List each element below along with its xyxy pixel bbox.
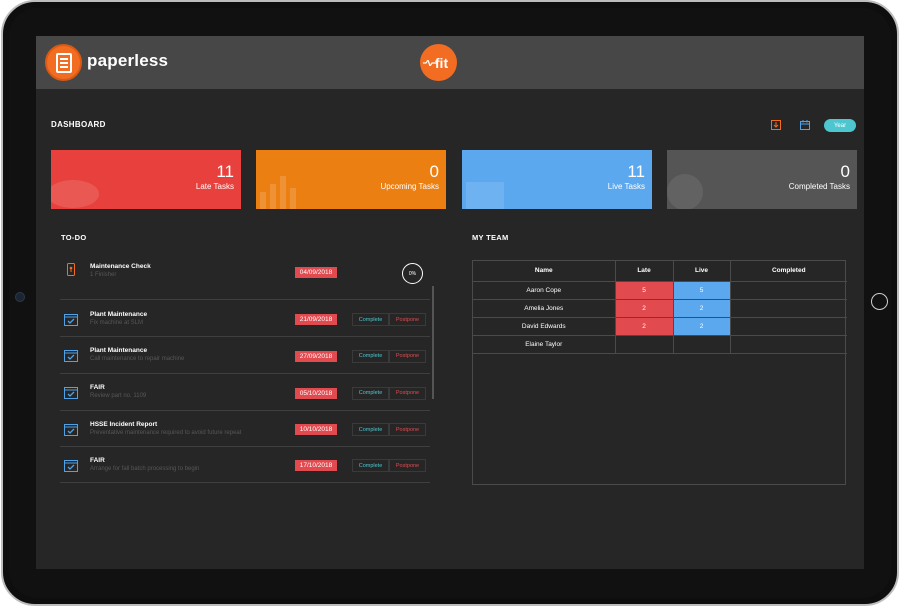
todo-item-title: FAIR [90,457,105,464]
page-title: DASHBOARD [51,120,106,129]
calendar-check-icon [64,387,78,399]
todo-item[interactable]: Plant Maintenance Call maintenance to rep… [60,337,430,374]
column-header-name[interactable]: Name [473,261,616,282]
complete-button[interactable]: Complete [352,386,389,400]
team-cell-name: David Edwards [473,317,616,336]
column-header-completed[interactable]: Completed [730,261,847,282]
team-cell-late: 2 [615,317,674,336]
table-row[interactable]: David Edwards 2 2 [473,317,847,336]
team-table-panel: Name Late Live Completed Aaron Cope 5 5 Amelia… [472,260,847,485]
fit-logo-text: fit [434,54,449,71]
team-cell-late: 2 [615,299,674,318]
calendar-check-icon [64,460,78,472]
calendar-check-icon [64,424,78,436]
column-header-live[interactable]: Live [673,261,731,282]
due-date-badge: 17/10/2018 [295,460,337,471]
calendar-icon[interactable] [799,119,811,131]
due-date-badge: 27/09/2018 [295,350,337,362]
table-row[interactable]: Amelia Jones 2 2 [473,299,847,318]
todo-item-title: HSSE Incident Report [90,421,158,428]
todo-item-subtitle: 1 Finisher [90,272,117,278]
card-label: Late Tasks [195,182,234,191]
postpone-button[interactable]: Postpone [389,459,426,472]
complete-button[interactable]: Complete [352,459,389,472]
card-completed-tasks[interactable]: 0 Completed Tasks [667,150,857,209]
card-label: Completed Tasks [788,182,850,191]
brand-name: paperless [87,51,169,70]
complete-button[interactable]: Complete [352,423,389,436]
table-row[interactable]: Elaine Taylor [473,335,847,354]
todo-item-title: Plant Maintenance [90,311,148,318]
card-live-tasks[interactable]: 11 Live Tasks [462,150,652,209]
team-cell-name: Amelia Jones [473,299,616,318]
card-label: Upcoming Tasks [380,182,439,191]
top-bar: paperless fit [36,36,864,89]
complete-button[interactable]: Complete [352,349,389,363]
calendar-check-icon [64,350,78,362]
column-header-late[interactable]: Late [615,261,674,282]
todo-item-subtitle: Review part no. 1109 [90,393,147,399]
todo-item-subtitle: Call maintenance to repair machine [90,356,185,362]
mobile-task-icon [67,263,75,276]
card-upcoming-tasks[interactable]: 0 Upcoming Tasks [256,150,446,209]
todo-item-title: FAIR [90,384,105,391]
todo-item[interactable]: FAIR Arrange for fall batch processing to… [60,447,430,483]
todo-item[interactable]: HSSE Incident Report Preventative mainten… [60,411,430,447]
progress-ring: 0% [402,263,423,284]
paperless-logo-icon[interactable] [45,44,82,81]
camera-icon [15,292,25,302]
team-cell-completed [730,299,847,318]
team-cell-late: 5 [615,281,674,300]
todo-item[interactable]: Plant Maintenance Fix machine at SLM 21/09… [60,301,430,337]
fit-logo-icon: fit [420,44,457,81]
todo-item-title: Maintenance Check [90,263,151,270]
todo-item-subtitle: Arrange for fall batch processing to beg… [90,466,200,472]
home-button[interactable] [871,293,888,310]
team-cell-late [615,335,674,354]
team-cell-completed [730,335,847,354]
card-value: 11 [216,162,234,181]
todo-title: TO-DO [61,233,87,242]
todo-item[interactable]: FAIR Review part no. 1109 05/10/2018 Comple… [60,374,430,411]
team-title: MY TEAM [472,233,509,242]
todo-scrollbar[interactable] [432,286,434,399]
team-cell-live: 2 [673,299,731,318]
todo-item-title: Plant Maintenance [90,347,148,354]
calendar-check-icon [64,314,78,326]
todo-item-subtitle: Fix machine at SLM [90,320,144,326]
complete-button[interactable]: Complete [352,313,389,326]
download-icon[interactable] [770,119,782,131]
postpone-button[interactable]: Postpone [389,423,426,436]
card-late-tasks[interactable]: 11 Late Tasks [51,150,241,209]
team-cell-completed [730,281,847,300]
team-cell-completed [730,317,847,336]
card-value: 11 [627,162,645,181]
app-screen: paperless fit DASHBOARD Year 11 Late Task… [36,36,864,569]
card-value: 0 [840,162,850,181]
postpone-button[interactable]: Postpone [389,313,426,326]
due-date-badge: 05/10/2018 [295,387,337,399]
year-filter-button[interactable]: Year [824,119,856,132]
team-cell-live [673,335,731,354]
team-cell-name: Elaine Taylor [473,335,616,354]
table-row[interactable]: Aaron Cope 5 5 [473,281,847,300]
team-cell-name: Aaron Cope [473,281,616,300]
team-cell-live: 5 [673,281,731,300]
postpone-button[interactable]: Postpone [389,386,426,400]
todo-list: Maintenance Check 1 Finisher 04/09/2018 0% P… [60,255,430,488]
team-cell-live: 2 [673,317,731,336]
card-label: Live Tasks [607,182,645,191]
due-date-badge: 10/10/2018 [295,424,337,435]
due-date-badge: 04/09/2018 [295,267,337,278]
team-table: Name Late Live Completed Aaron Cope 5 5 Amelia… [473,261,847,354]
card-value: 0 [429,162,439,181]
todo-item-subtitle: Preventative maintenance required to avo… [90,430,242,436]
postpone-button[interactable]: Postpone [389,349,426,363]
due-date-badge: 21/09/2018 [295,314,337,325]
todo-item[interactable]: Maintenance Check 1 Finisher 04/09/2018 0% [60,255,430,300]
